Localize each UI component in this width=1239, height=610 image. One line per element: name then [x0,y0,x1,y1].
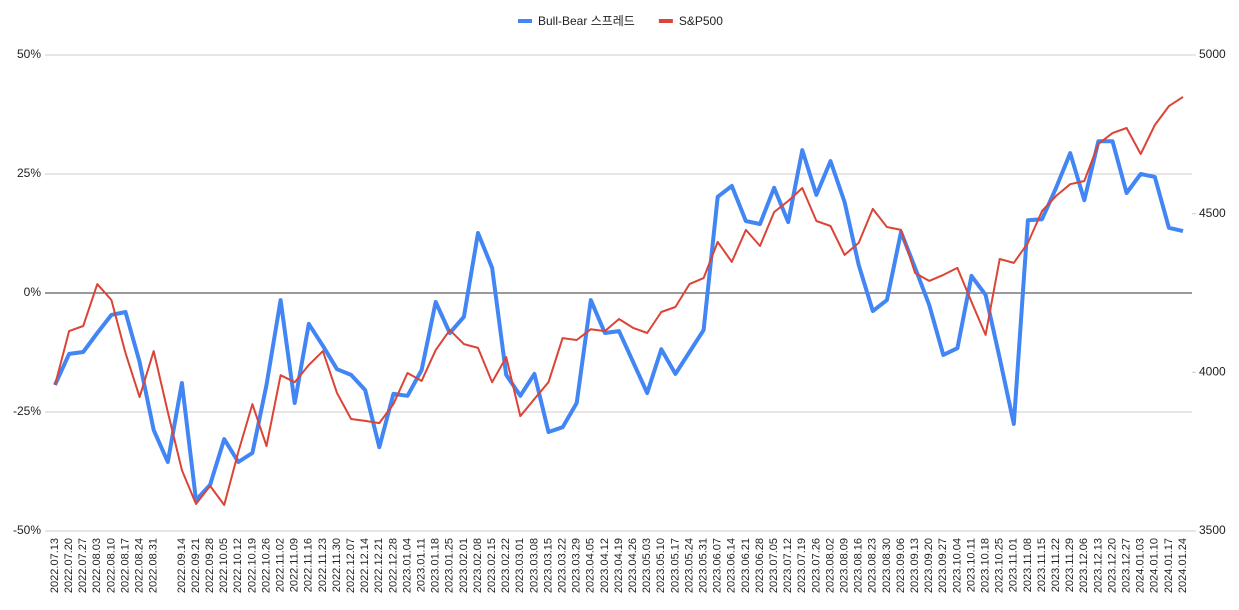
x-tick-label: 2023.08.16 [853,538,865,593]
x-tick-label: 2022.10.05 [218,538,230,593]
y-tick-label: 0% [24,285,42,299]
x-tick-label: 2023.02.15 [486,538,498,593]
x-tick-label: 2023.09.13 [909,538,921,593]
x-tick-label: 2023.04.05 [585,538,597,593]
x-tick-label: 2023.12.06 [1078,538,1090,593]
x-tick-label: 2024.01.17 [1163,538,1175,593]
x-tick-label: 2023.03.22 [557,538,569,593]
x-tick-label: 2023.08.09 [839,538,851,593]
x-tick-label: 2023.07.12 [782,538,794,593]
x-tick-label: 2022.07.13 [49,538,61,593]
x-tick-label: 2023.07.05 [768,538,780,593]
y-tick-label: 50% [17,47,41,61]
x-tick-label: 2024.01.03 [1135,538,1147,593]
x-tick-label: 2023.03.08 [528,538,540,593]
x-tick-label: 2022.08.10 [105,538,117,593]
legend-label: Bull-Bear 스프레드 [538,14,635,28]
x-tick-label: 2022.10.19 [246,538,258,593]
x-tick-label: 2022.12.07 [345,538,357,593]
x-tick-label: 2023.01.18 [430,538,442,593]
x-tick-label: 2023.10.04 [951,538,963,593]
x-tick-label: 2022.12.14 [359,538,371,593]
x-tick-label: 2022.12.28 [387,538,399,593]
y2-tick-label: 5000 [1199,47,1226,61]
x-tick-label: 2023.06.21 [740,538,752,593]
x-tick-label: 2023.10.25 [994,538,1006,593]
x-tick-label: 2023.03.29 [571,538,583,593]
x-tick-label: 2023.08.02 [824,538,836,593]
x-tick-label: 2023.04.26 [627,538,639,593]
x-tick-label: 2023.05.17 [669,538,681,593]
x-tick-label: 2023.09.06 [895,538,907,593]
x-tick-label: 2023.01.11 [416,538,428,592]
x-tick-label: 2023.01.25 [444,538,456,593]
x-tick-label: 2023.04.12 [599,538,611,593]
x-tick-label: 2023.11.29 [1064,538,1076,592]
x-tick-label: 2023.07.19 [796,538,808,593]
x-tick-label: 2023.06.28 [754,538,766,593]
x-tick-label: 2022.11.23 [317,538,329,592]
x-tick-label: 2022.08.24 [134,538,146,593]
x-tick-label: 2022.11.09 [289,538,301,592]
x-tick-label: 2023.11.22 [1050,538,1062,592]
y2-tick-label: 4000 [1199,365,1226,379]
x-tick-label: 2022.08.17 [119,538,131,593]
x-tick-label: 2023.12.20 [1106,538,1118,593]
x-tick-label: 2023.03.01 [514,538,526,593]
x-tick-label: 2022.09.21 [190,538,202,593]
y2-tick-label: 4500 [1199,206,1226,220]
x-tick-label: 2023.11.01 [1008,538,1020,592]
x-tick-label: 2022.11.02 [275,538,287,592]
x-tick-label: 2022.09.14 [176,538,188,593]
x-tick-label: 2022.10.26 [260,538,272,593]
x-tick-label: 2022.12.21 [373,538,385,593]
x-tick-label: 2023.12.27 [1121,538,1133,593]
x-tick-label: 2023.06.14 [726,538,738,593]
x-tick-label: 2023.03.15 [542,538,554,593]
x-tick-label: 2022.10.12 [232,538,244,593]
x-tick-label: 2023.02.01 [458,538,470,593]
x-tick-label: 2023.10.11 [965,538,977,592]
x-tick-label: 2024.01.24 [1177,538,1189,593]
series-line [53,139,1184,503]
x-tick-label: 2023.02.08 [472,538,484,593]
y-tick-label: 25% [17,166,41,180]
x-tick-label: 2023.09.20 [923,538,935,593]
x-tick-label: 2023.08.30 [881,538,893,593]
x-tick-label: 2022.11.30 [331,538,343,592]
x-tick-label: 2023.11.08 [1022,538,1034,592]
x-tick-label: 2023.12.13 [1092,538,1104,593]
x-tick-label: 2023.06.07 [712,538,724,593]
x-tick-label: 2024.01.10 [1149,538,1161,593]
x-tick-label: 2022.11.16 [303,538,315,592]
y-tick-label: -50% [13,523,41,537]
x-tick-label: 2023.10.18 [980,538,992,593]
x-tick-label: 2023.02.22 [500,538,512,593]
y2-tick-label: 3500 [1199,523,1226,537]
x-tick-label: 2023.11.15 [1036,538,1048,592]
x-tick-label: 2022.07.20 [63,538,75,593]
series-line [54,96,1184,506]
x-tick-label: 2023.04.19 [613,538,625,593]
x-tick-label: 2023.05.10 [655,538,667,593]
y-tick-label: -25% [13,404,41,418]
legend-label: S&P500 [679,14,723,28]
x-tick-label: 2023.05.03 [641,538,653,593]
x-tick-label: 2023.05.24 [683,538,695,593]
x-tick-label: 2023.08.23 [867,538,879,593]
x-tick-label: 2022.07.27 [77,538,89,593]
x-tick-label: 2023.07.26 [810,538,822,593]
x-tick-label: 2023.05.31 [698,538,710,593]
x-tick-label: 2023.09.27 [937,538,949,593]
x-tick-label: 2023.01.04 [401,538,413,593]
x-tick-label: 2022.09.28 [204,538,216,593]
x-tick-label: 2022.08.03 [91,538,103,593]
x-tick-label: 2022.08.31 [148,538,160,593]
